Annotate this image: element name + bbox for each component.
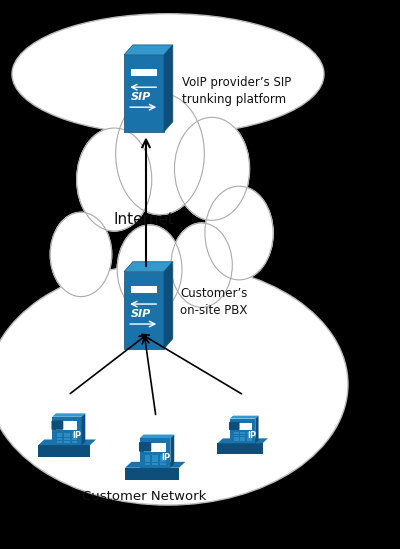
FancyBboxPatch shape (52, 421, 63, 430)
Polygon shape (230, 416, 258, 418)
Text: Customer’s
on-site PBX: Customer’s on-site PBX (180, 287, 247, 317)
FancyBboxPatch shape (240, 439, 245, 441)
Polygon shape (38, 440, 96, 445)
FancyBboxPatch shape (72, 441, 77, 442)
Text: IP: IP (247, 430, 256, 440)
Text: IP: IP (72, 431, 82, 440)
Polygon shape (164, 262, 173, 349)
Polygon shape (125, 468, 179, 480)
FancyBboxPatch shape (234, 439, 239, 441)
FancyBboxPatch shape (144, 460, 150, 462)
FancyBboxPatch shape (160, 455, 166, 457)
Text: Internet: Internet (114, 212, 174, 227)
FancyBboxPatch shape (72, 435, 77, 438)
Polygon shape (52, 413, 85, 417)
FancyBboxPatch shape (160, 460, 166, 462)
Polygon shape (124, 262, 173, 272)
FancyBboxPatch shape (234, 433, 239, 434)
FancyBboxPatch shape (144, 443, 166, 452)
Polygon shape (52, 417, 82, 445)
FancyBboxPatch shape (247, 433, 252, 434)
Circle shape (117, 225, 182, 314)
Circle shape (50, 212, 112, 296)
FancyBboxPatch shape (247, 439, 252, 441)
Polygon shape (124, 55, 164, 132)
Text: Customer Network: Customer Network (82, 490, 206, 503)
Polygon shape (38, 445, 90, 457)
FancyBboxPatch shape (152, 455, 158, 457)
FancyBboxPatch shape (247, 437, 252, 439)
FancyBboxPatch shape (144, 455, 150, 457)
FancyBboxPatch shape (144, 457, 150, 460)
FancyBboxPatch shape (64, 441, 70, 442)
Polygon shape (230, 418, 255, 444)
FancyBboxPatch shape (64, 433, 70, 435)
Ellipse shape (0, 264, 348, 505)
FancyBboxPatch shape (56, 421, 78, 430)
FancyBboxPatch shape (240, 433, 245, 434)
FancyBboxPatch shape (240, 437, 245, 439)
FancyBboxPatch shape (240, 435, 245, 436)
Text: IP: IP (161, 453, 170, 462)
Circle shape (116, 93, 204, 215)
Polygon shape (218, 444, 262, 453)
Polygon shape (125, 462, 186, 468)
FancyBboxPatch shape (57, 433, 62, 435)
FancyBboxPatch shape (64, 438, 70, 440)
FancyBboxPatch shape (57, 435, 62, 438)
Polygon shape (140, 438, 170, 468)
FancyBboxPatch shape (160, 463, 166, 465)
Text: SIP: SIP (131, 309, 151, 319)
FancyBboxPatch shape (139, 442, 151, 452)
FancyBboxPatch shape (72, 433, 77, 435)
FancyBboxPatch shape (160, 457, 166, 460)
Polygon shape (140, 435, 174, 438)
FancyBboxPatch shape (152, 457, 158, 460)
FancyBboxPatch shape (57, 441, 62, 442)
FancyBboxPatch shape (57, 438, 62, 440)
Circle shape (77, 128, 152, 231)
Polygon shape (164, 45, 173, 132)
FancyBboxPatch shape (247, 435, 252, 436)
Polygon shape (124, 272, 164, 349)
Polygon shape (170, 435, 174, 468)
Polygon shape (218, 438, 268, 444)
FancyBboxPatch shape (229, 422, 240, 430)
Circle shape (174, 117, 250, 220)
FancyBboxPatch shape (144, 463, 150, 465)
Polygon shape (255, 416, 258, 444)
FancyBboxPatch shape (152, 463, 158, 465)
FancyBboxPatch shape (152, 460, 158, 462)
FancyBboxPatch shape (233, 423, 252, 430)
FancyBboxPatch shape (234, 435, 239, 436)
FancyBboxPatch shape (234, 437, 239, 439)
Polygon shape (82, 413, 85, 445)
Text: VoIP provider’s SIP
trunking platform: VoIP provider’s SIP trunking platform (182, 76, 291, 105)
Text: SIP: SIP (131, 92, 151, 102)
FancyBboxPatch shape (131, 69, 157, 76)
Circle shape (171, 223, 232, 307)
FancyBboxPatch shape (64, 435, 70, 438)
Ellipse shape (12, 14, 324, 135)
Circle shape (205, 186, 273, 280)
Polygon shape (124, 45, 173, 55)
FancyBboxPatch shape (131, 285, 157, 293)
FancyBboxPatch shape (72, 438, 77, 440)
